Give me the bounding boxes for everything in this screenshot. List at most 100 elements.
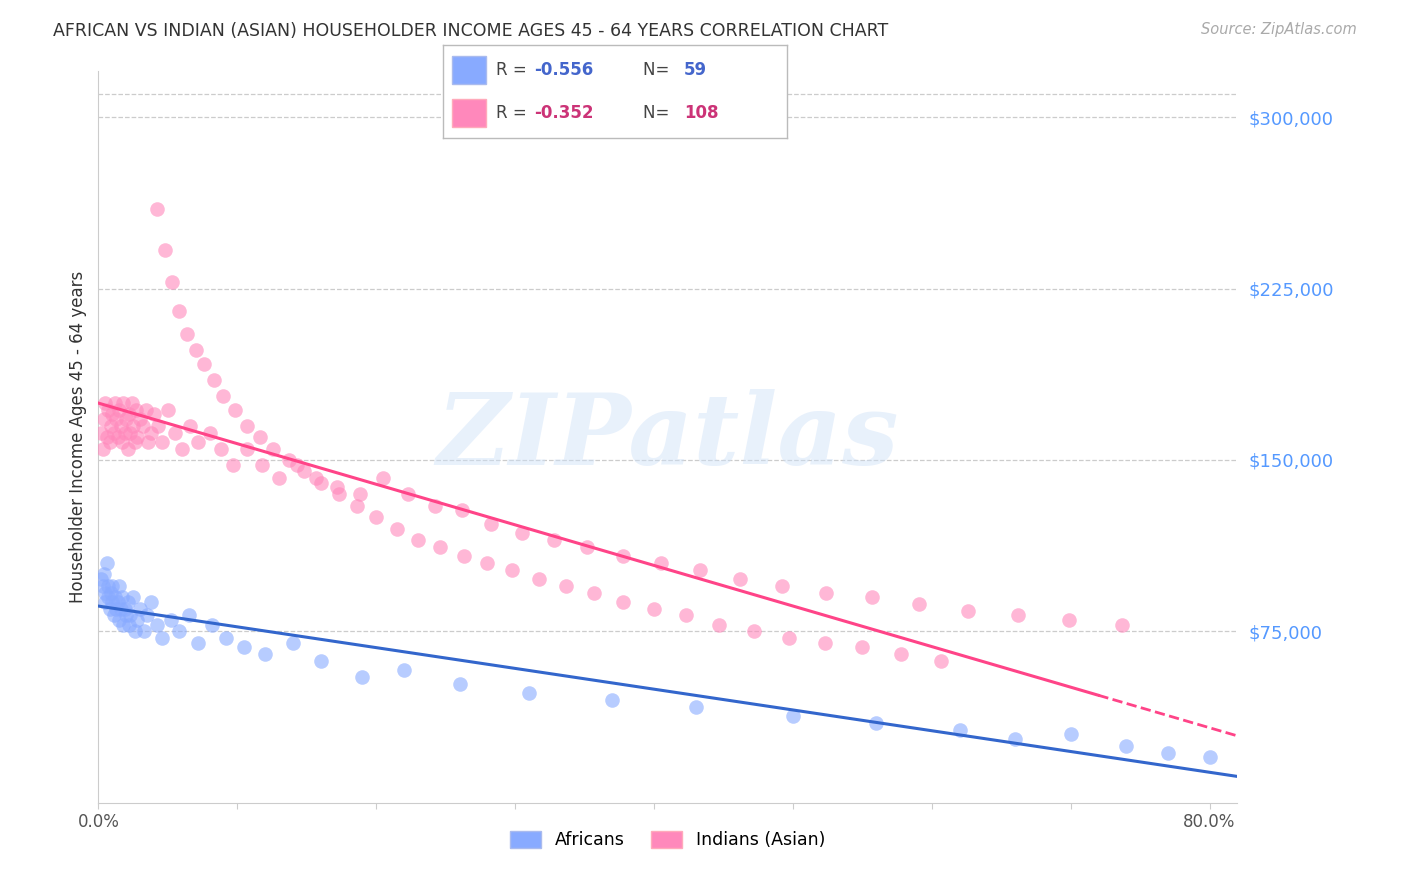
Bar: [451, 99, 486, 127]
Point: [167, 624, 190, 639]
Point: [423, 499, 446, 513]
Point: [127, 613, 149, 627]
Point: [328, 487, 350, 501]
Point: [104, 590, 127, 604]
Point: [860, 590, 883, 604]
Point: [159, 613, 181, 627]
Point: [233, 640, 256, 655]
Point: [252, 458, 274, 472]
Point: [111, 434, 134, 449]
Text: N=: N=: [643, 61, 675, 78]
Point: [451, 503, 474, 517]
Point: [851, 640, 873, 655]
Point: [254, 647, 277, 661]
Point: [100, 585, 122, 599]
Point: [510, 526, 533, 541]
Point: [1057, 613, 1080, 627]
Point: [346, 499, 368, 513]
Point: [262, 442, 284, 456]
Point: [643, 601, 665, 615]
Point: [138, 434, 160, 449]
Point: [108, 613, 131, 627]
Point: [118, 617, 141, 632]
Point: [371, 471, 394, 485]
Point: [177, 608, 200, 623]
Point: [107, 594, 129, 608]
Text: AFRICAN VS INDIAN (ASIAN) HOUSEHOLDER INCOME AGES 45 - 64 YEARS CORRELATION CHAR: AFRICAN VS INDIAN (ASIAN) HOUSEHOLDER IN…: [53, 22, 889, 40]
Point: [583, 585, 606, 599]
Point: [212, 389, 235, 403]
Text: ZIPatlas: ZIPatlas: [437, 389, 898, 485]
Text: 108: 108: [685, 104, 718, 122]
Point: [948, 723, 970, 737]
Point: [108, 402, 131, 417]
Point: [396, 487, 419, 501]
Point: [782, 709, 804, 723]
Point: [449, 677, 471, 691]
Point: [1007, 608, 1029, 623]
Point: [96, 556, 118, 570]
Point: [908, 597, 931, 611]
Point: [285, 458, 308, 472]
Point: [110, 601, 132, 615]
Point: [163, 425, 186, 440]
Point: [129, 601, 152, 615]
Point: [120, 608, 142, 623]
Point: [115, 411, 138, 425]
Point: [100, 418, 122, 433]
Point: [249, 430, 271, 444]
Point: [555, 579, 578, 593]
Text: 59: 59: [685, 61, 707, 78]
Point: [305, 471, 328, 485]
Point: [156, 402, 179, 417]
Point: [527, 572, 550, 586]
Text: R =: R =: [496, 61, 533, 78]
Point: [728, 572, 751, 586]
Point: [349, 487, 371, 501]
Point: [91, 579, 114, 593]
Legend: Africans, Indians (Asian): Africans, Indians (Asian): [503, 824, 832, 856]
Point: [105, 601, 128, 615]
Point: [209, 442, 232, 456]
Point: [145, 617, 167, 632]
Point: [118, 407, 141, 421]
Point: [392, 663, 415, 677]
Point: [176, 327, 198, 342]
Point: [236, 442, 259, 456]
Point: [121, 396, 143, 410]
Text: R =: R =: [496, 104, 533, 122]
Point: [94, 594, 117, 608]
Point: [114, 425, 136, 440]
Point: [129, 411, 152, 425]
Point: [1004, 731, 1026, 746]
Point: [112, 617, 135, 632]
Point: [127, 430, 149, 444]
Point: [267, 471, 290, 485]
Point: [543, 533, 565, 547]
Point: [187, 636, 209, 650]
Point: [778, 632, 800, 646]
Point: [352, 670, 374, 684]
Point: [141, 425, 163, 440]
Point: [90, 425, 112, 440]
Point: [236, 418, 259, 433]
Point: [101, 407, 124, 421]
Point: [956, 604, 979, 618]
Point: [107, 430, 129, 444]
Point: [103, 425, 125, 440]
Point: [124, 624, 146, 639]
Point: [326, 480, 349, 494]
Point: [501, 563, 523, 577]
Point: [97, 579, 120, 593]
Point: [689, 563, 711, 577]
Point: [193, 357, 215, 371]
Point: [612, 549, 634, 563]
Point: [135, 402, 157, 417]
Point: [97, 590, 120, 604]
Point: [481, 516, 503, 531]
Point: [94, 585, 117, 599]
Point: [406, 533, 429, 547]
Point: [222, 458, 245, 472]
Point: [98, 434, 121, 449]
Point: [770, 579, 793, 593]
